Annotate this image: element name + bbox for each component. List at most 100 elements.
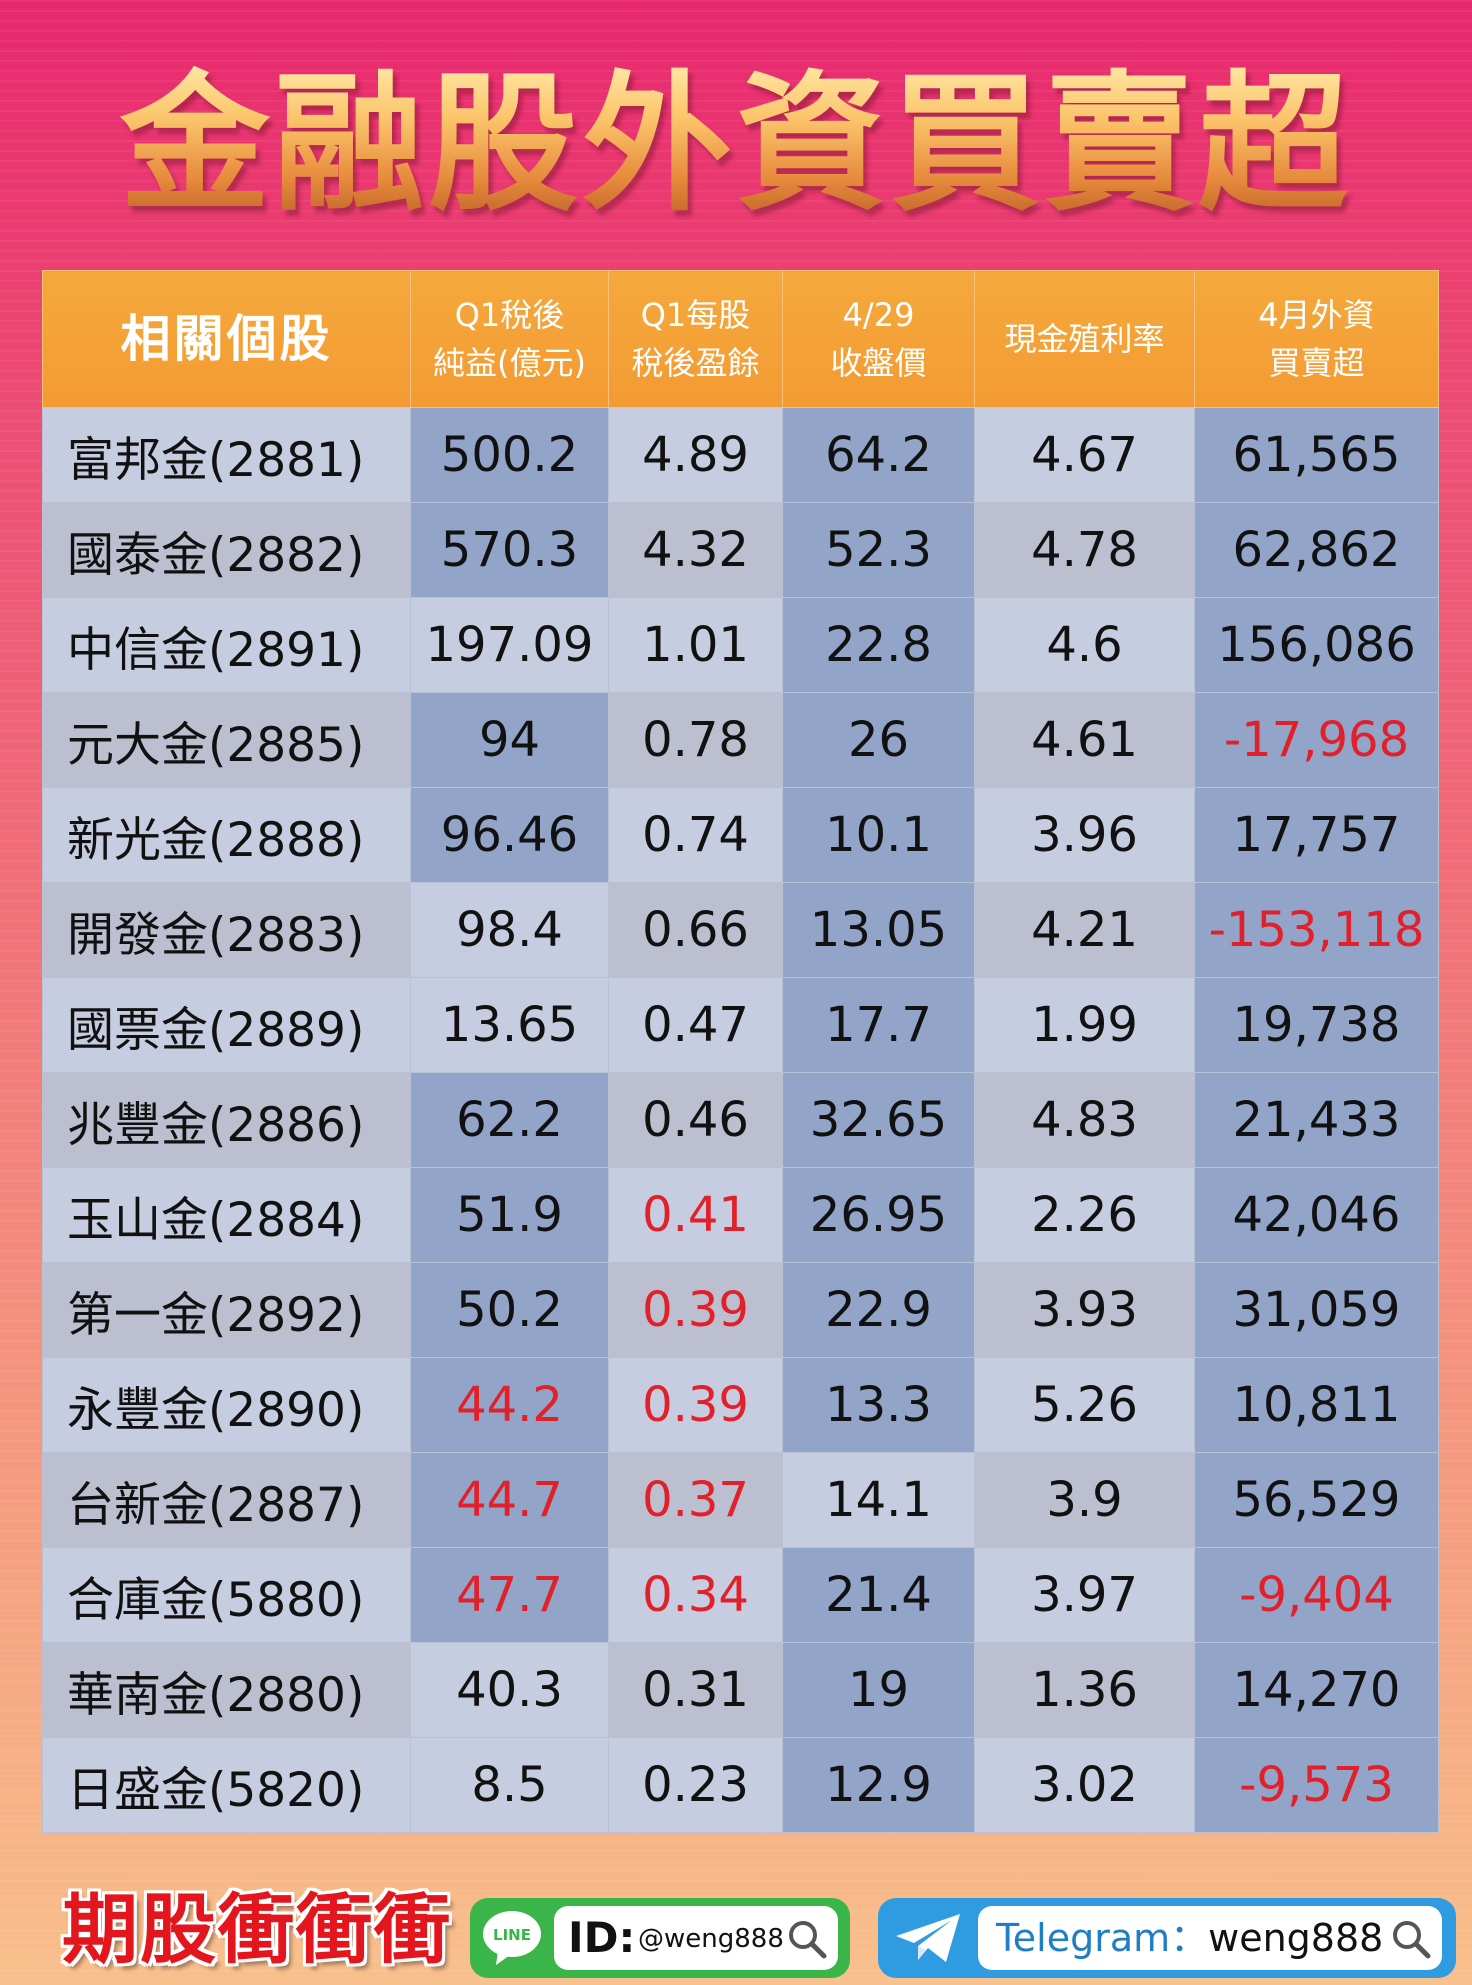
table-row: 國票金(2889) 13.65 0.47 17.7 1.99 19,738: [42, 977, 1439, 1073]
net-income-cell: 62.2: [410, 1072, 609, 1168]
stock-name-cell: 兆豐金(2886): [42, 1072, 411, 1168]
line-contact-box[interactable]: LINE ID: @weng888: [470, 1898, 850, 1978]
close-price-cell: 17.7: [782, 977, 975, 1073]
net-income-cell: 13.65: [410, 977, 609, 1073]
search-icon[interactable]: [1390, 1918, 1432, 1960]
header-cash-yield: 現金殖利率: [974, 270, 1195, 408]
cash-yield-cell: 3.96: [974, 787, 1195, 883]
eps-cell: 0.23: [608, 1737, 783, 1833]
table-row: 台新金(2887) 44.7 0.37 14.1 3.9 56,529: [42, 1452, 1439, 1548]
cash-yield-cell: 2.26: [974, 1167, 1195, 1263]
eps-cell: 0.37: [608, 1452, 783, 1548]
foreign-net-cell: 31,059: [1194, 1262, 1439, 1358]
eps-cell: 0.31: [608, 1642, 783, 1738]
stock-name-cell: 元大金(2885): [42, 692, 411, 788]
net-income-cell: 8.5: [410, 1737, 609, 1833]
close-price-cell: 64.2: [782, 407, 975, 503]
cash-yield-cell: 4.61: [974, 692, 1195, 788]
table-row: 新光金(2888) 96.46 0.74 10.1 3.96 17,757: [42, 787, 1439, 883]
brand-logo-text: 期股衝衝衝: [62, 1885, 452, 1974]
net-income-cell: 570.3: [410, 502, 609, 598]
close-price-cell: 14.1: [782, 1452, 975, 1548]
net-income-cell: 94: [410, 692, 609, 788]
eps-cell: 0.34: [608, 1547, 783, 1643]
close-price-cell: 21.4: [782, 1547, 975, 1643]
net-income-cell: 40.3: [410, 1642, 609, 1738]
foreign-net-cell: -9,573: [1194, 1737, 1439, 1833]
telegram-value: weng888: [1208, 1916, 1384, 1960]
search-icon[interactable]: [786, 1918, 828, 1960]
line-id-label: ID:: [568, 1913, 636, 1962]
close-price-cell: 22.9: [782, 1262, 975, 1358]
stock-name-cell: 新光金(2888): [42, 787, 411, 883]
foreign-net-cell: 19,738: [1194, 977, 1439, 1073]
stock-name-cell: 開發金(2883): [42, 882, 411, 978]
cash-yield-cell: 3.9: [974, 1452, 1195, 1548]
cash-yield-cell: 4.21: [974, 882, 1195, 978]
footer-bar: 期股衝衝衝 LINE ID: @weng888 Telegram：weng888: [0, 1878, 1472, 1985]
close-price-cell: 52.3: [782, 502, 975, 598]
stock-name-cell: 台新金(2887): [42, 1452, 411, 1548]
eps-cell: 0.46: [608, 1072, 783, 1168]
table-row: 國泰金(2882) 570.3 4.32 52.3 4.78 62,862: [42, 502, 1439, 598]
telegram-text: Telegram：weng888: [996, 1914, 1383, 1962]
table-row: 華南金(2880) 40.3 0.31 19 1.36 14,270: [42, 1642, 1439, 1738]
net-income-cell: 500.2: [410, 407, 609, 503]
stock-name-cell: 國泰金(2882): [42, 502, 411, 598]
telegram-label: Telegram：: [996, 1916, 1209, 1960]
net-income-cell: 47.7: [410, 1547, 609, 1643]
stock-name-cell: 合庫金(5880): [42, 1547, 411, 1643]
line-id-value: @weng888: [638, 1924, 784, 1954]
table-row: 富邦金(2881) 500.2 4.89 64.2 4.67 61,565: [42, 407, 1439, 503]
table-row: 元大金(2885) 94 0.78 26 4.61 -17,968: [42, 692, 1439, 788]
cash-yield-cell: 4.6: [974, 597, 1195, 693]
svg-text:LINE: LINE: [493, 1926, 531, 1944]
stock-name-cell: 玉山金(2884): [42, 1167, 411, 1263]
close-price-cell: 19: [782, 1642, 975, 1738]
foreign-net-cell: 62,862: [1194, 502, 1439, 598]
foreign-net-cell: 56,529: [1194, 1452, 1439, 1548]
eps-cell: 0.39: [608, 1262, 783, 1358]
table-row: 開發金(2883) 98.4 0.66 13.05 4.21 -153,118: [42, 882, 1439, 978]
table-row: 中信金(2891) 197.09 1.01 22.8 4.6 156,086: [42, 597, 1439, 693]
foreign-net-cell: 156,086: [1194, 597, 1439, 693]
table-row: 兆豐金(2886) 62.2 0.46 32.65 4.83 21,433: [42, 1072, 1439, 1168]
header-foreign-net: 4月外資 買賣超: [1194, 270, 1439, 408]
foreign-net-cell: 42,046: [1194, 1167, 1439, 1263]
close-price-cell: 26.95: [782, 1167, 975, 1263]
table-row: 日盛金(5820) 8.5 0.23 12.9 3.02 -9,573: [42, 1737, 1439, 1833]
line-id-field: ID: @weng888: [554, 1906, 838, 1970]
eps-cell: 0.39: [608, 1357, 783, 1453]
header-net-income: Q1稅後 純益(億元): [410, 270, 609, 408]
telegram-id-field: Telegram：weng888: [978, 1906, 1442, 1970]
telegram-contact-box[interactable]: Telegram：weng888: [878, 1898, 1456, 1978]
cash-yield-cell: 3.93: [974, 1262, 1195, 1358]
telegram-plane-icon: [896, 1914, 960, 1962]
stock-name-cell: 國票金(2889): [42, 977, 411, 1073]
foreign-net-cell: -153,118: [1194, 882, 1439, 978]
eps-cell: 4.89: [608, 407, 783, 503]
close-price-cell: 22.8: [782, 597, 975, 693]
stock-name-cell: 華南金(2880): [42, 1642, 411, 1738]
eps-cell: 0.47: [608, 977, 783, 1073]
eps-cell: 0.78: [608, 692, 783, 788]
net-income-cell: 51.9: [410, 1167, 609, 1263]
close-price-cell: 32.65: [782, 1072, 975, 1168]
net-income-cell: 96.46: [410, 787, 609, 883]
eps-cell: 0.74: [608, 787, 783, 883]
close-price-cell: 10.1: [782, 787, 975, 883]
header-stock-name: 相關個股: [42, 270, 411, 408]
net-income-cell: 44.7: [410, 1452, 609, 1548]
table-row: 合庫金(5880) 47.7 0.34 21.4 3.97 -9,404: [42, 1547, 1439, 1643]
header-close-price: 4/29 收盤價: [782, 270, 975, 408]
cash-yield-cell: 4.67: [974, 407, 1195, 503]
cash-yield-cell: 3.97: [974, 1547, 1195, 1643]
table-row: 永豐金(2890) 44.2 0.39 13.3 5.26 10,811: [42, 1357, 1439, 1453]
eps-cell: 0.41: [608, 1167, 783, 1263]
eps-cell: 0.66: [608, 882, 783, 978]
close-price-cell: 12.9: [782, 1737, 975, 1833]
table-header-row: 相關個股 Q1稅後 純益(億元) Q1每股 稅後盈餘 4/29 收盤價 現金殖利率 4…: [42, 270, 1439, 408]
cash-yield-cell: 3.02: [974, 1737, 1195, 1833]
eps-cell: 1.01: [608, 597, 783, 693]
net-income-cell: 44.2: [410, 1357, 609, 1453]
